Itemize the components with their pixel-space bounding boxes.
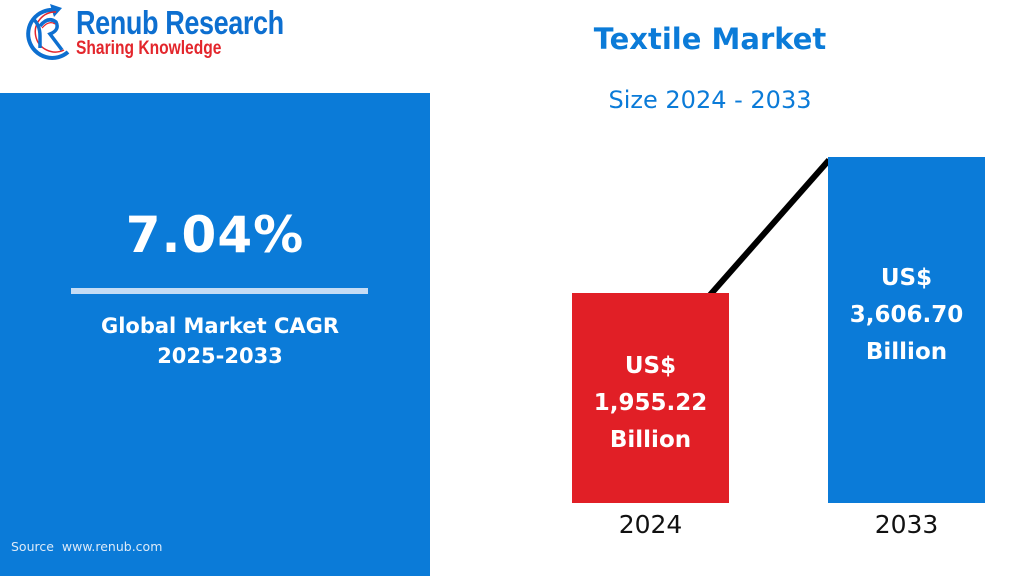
x-axis-label-2024: 2024 <box>618 510 683 539</box>
brand-logo: Renub Research Sharing Knowledge <box>14 2 329 62</box>
chart-subtitle: Size 2024 - 2033 <box>608 86 812 114</box>
source-note: Source www.renub.com <box>11 539 163 554</box>
cagr-panel: 7.04% Global Market CAGR 2025-2033 Sourc… <box>0 93 430 576</box>
bar-2024-unit: Billion <box>609 426 692 453</box>
bar-2033-label: US$ 3,606.70 Billion <box>850 260 964 371</box>
cagr-label: Global Market CAGR 2025-2033 <box>0 311 440 371</box>
bar-2033-unit: Billion <box>865 338 948 365</box>
bar-2024: US$ 1,955.22 Billion <box>572 293 729 503</box>
brand-tagline: Sharing Knowledge <box>76 38 222 59</box>
bar-2033-value: 3,606.70 <box>849 301 964 328</box>
bar-2024-prefix: US$ <box>624 352 677 379</box>
cagr-label-line1: Global Market CAGR <box>100 314 340 338</box>
cagr-label-line2: 2025-2033 <box>157 344 283 368</box>
x-axis-label-2033: 2033 <box>874 510 939 539</box>
divider <box>71 288 368 294</box>
bar-2033-prefix: US$ <box>880 264 933 291</box>
bar-2024-label: US$ 1,955.22 Billion <box>594 348 708 459</box>
chart-title: Textile Market <box>593 22 827 56</box>
bar-2033: US$ 3,606.70 Billion <box>828 157 985 503</box>
bar-2024-value: 1,955.22 <box>593 389 708 416</box>
brand-name: Renub Research <box>76 4 284 41</box>
cagr-value: 7.04% <box>125 206 305 264</box>
renub-logo-icon <box>14 2 78 62</box>
